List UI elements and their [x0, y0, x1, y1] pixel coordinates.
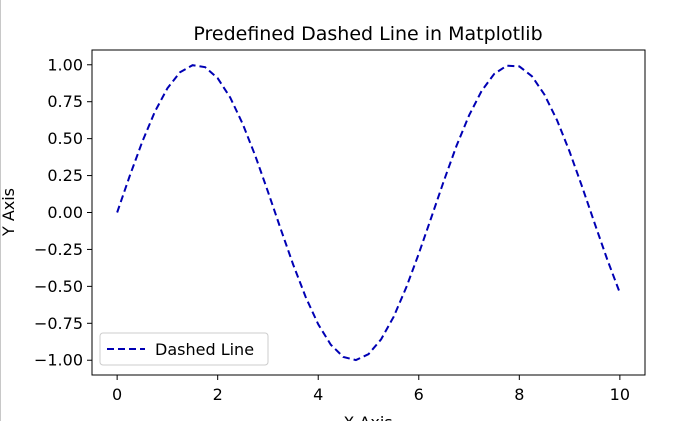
y-tick-label: −0.75	[34, 314, 83, 333]
x-tick-label: 10	[610, 385, 630, 404]
x-tick-label: 6	[414, 385, 424, 404]
y-tick-label: 0.00	[47, 203, 83, 222]
y-tick-label: 1.00	[47, 55, 83, 74]
chart-title: Predefined Dashed Line in Matplotlib	[193, 23, 542, 45]
x-axis-label: X Axis	[343, 413, 392, 421]
legend-box	[99, 332, 269, 366]
x-axis-ticks: 0 2 4 6 8 10	[112, 375, 630, 404]
y-tick-label: 0.25	[47, 166, 83, 185]
window-edge	[0, 0, 1, 421]
plot-area	[91, 49, 646, 376]
series-line-dashed-line	[116, 64, 621, 362]
y-tick-label: −1.00	[34, 351, 83, 370]
x-tick-label: 2	[213, 385, 223, 404]
y-tick-label: 0.50	[47, 129, 83, 148]
x-tick-label: 4	[313, 385, 323, 404]
legend: Dashed Line	[99, 332, 269, 366]
legend-label-dashed-line: Dashed Line	[155, 340, 254, 359]
y-axis-label: Y Axis	[0, 188, 18, 237]
x-tick-label: 8	[514, 385, 524, 404]
x-tick-label: 0	[112, 385, 122, 404]
y-tick-label: −0.50	[34, 277, 83, 296]
y-axis-ticks: 1.00 0.75 0.50 0.25 0.00 −0.25 −0.50 −0.75 −1.00	[34, 55, 92, 370]
y-tick-label: −0.25	[34, 240, 83, 259]
y-tick-label: 0.75	[47, 92, 83, 111]
